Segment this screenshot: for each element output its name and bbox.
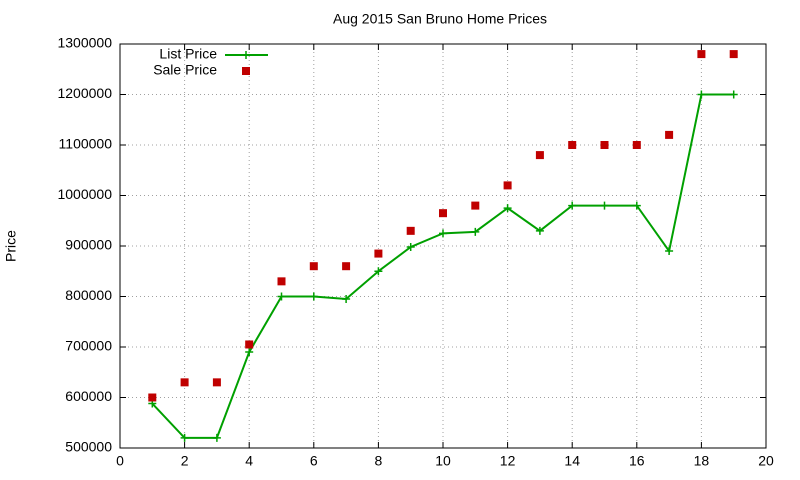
point-marker xyxy=(503,181,512,190)
y-tick-label: 600000 xyxy=(65,388,112,404)
legend-label: List Price xyxy=(159,46,217,62)
x-tick-label: 10 xyxy=(435,453,451,469)
point-marker xyxy=(697,90,706,99)
legend-swatch xyxy=(242,67,250,75)
x-tick-label: 2 xyxy=(181,453,189,469)
legend-swatch xyxy=(242,51,250,59)
point-marker xyxy=(535,226,544,235)
x-tick-label: 14 xyxy=(564,453,580,469)
y-axis-label: Price xyxy=(3,230,19,262)
point-marker xyxy=(245,340,254,349)
point-marker xyxy=(406,226,415,235)
point-marker xyxy=(277,292,286,301)
point-marker xyxy=(212,378,221,387)
point-marker xyxy=(471,201,480,210)
point-marker xyxy=(309,262,318,271)
point-marker xyxy=(568,201,577,210)
point-marker xyxy=(439,209,447,218)
point-marker xyxy=(600,201,609,210)
point-marker xyxy=(632,201,641,210)
y-tick-label: 900000 xyxy=(65,237,112,253)
point-marker xyxy=(180,378,189,387)
point-marker xyxy=(471,227,480,236)
series-line xyxy=(151,93,734,439)
chart-title: Aug 2015 San Bruno Home Prices xyxy=(333,11,547,27)
point-marker xyxy=(632,141,641,149)
point-marker xyxy=(697,50,706,59)
point-marker xyxy=(180,433,189,442)
point-marker xyxy=(374,249,383,258)
x-tick-label: 8 xyxy=(375,453,383,469)
y-tick-label: 1000000 xyxy=(57,186,112,202)
point-marker xyxy=(212,433,221,442)
point-marker xyxy=(535,151,544,160)
point-marker xyxy=(729,50,738,59)
x-tick-label: 12 xyxy=(500,453,516,469)
x-tick-label: 16 xyxy=(629,453,645,469)
point-marker xyxy=(568,141,577,149)
point-marker xyxy=(309,292,318,301)
x-tick-label: 6 xyxy=(310,453,318,469)
y-tick-label: 1100000 xyxy=(59,136,113,152)
point-marker xyxy=(503,204,512,213)
point-marker xyxy=(406,243,415,252)
point-marker xyxy=(342,295,351,304)
y-tick-label: 1200000 xyxy=(57,85,112,101)
y-tick-label: 500000 xyxy=(65,439,112,455)
point-marker xyxy=(729,90,738,99)
x-tick-label: 4 xyxy=(245,453,253,469)
point-marker xyxy=(439,229,447,238)
y-tick-label: 1300000 xyxy=(57,35,112,51)
point-marker xyxy=(245,348,254,357)
y-tick-label: 700000 xyxy=(65,338,112,354)
point-marker xyxy=(277,277,286,286)
plot-frame xyxy=(119,43,767,449)
point-marker xyxy=(665,130,674,139)
point-marker xyxy=(148,393,157,402)
x-tick-label: 0 xyxy=(116,453,124,469)
legend-label: Sale Price xyxy=(153,62,217,78)
point-marker xyxy=(342,262,351,271)
y-tick-label: 800000 xyxy=(65,287,112,303)
point-marker xyxy=(374,267,383,276)
x-tick-label: 20 xyxy=(758,453,774,469)
point-marker xyxy=(665,247,674,256)
point-marker xyxy=(600,141,609,149)
x-tick-label: 18 xyxy=(694,453,710,469)
